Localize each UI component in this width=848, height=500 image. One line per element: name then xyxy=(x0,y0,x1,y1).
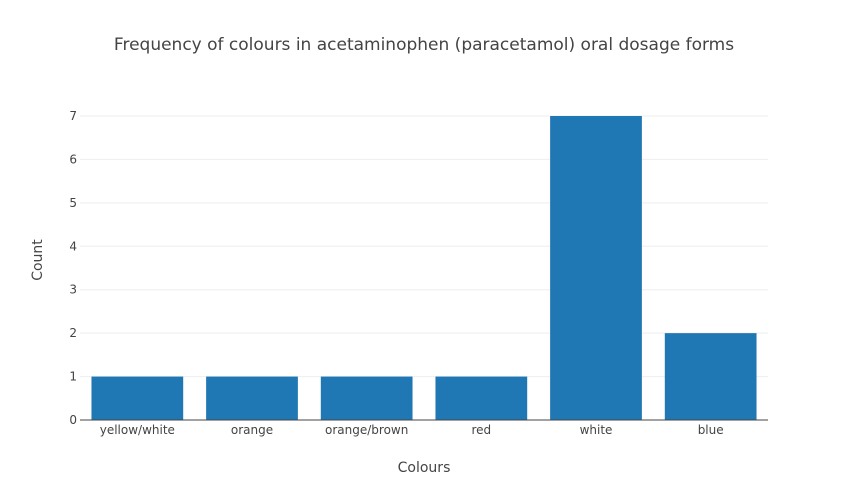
x-tick-label: yellow/white xyxy=(100,423,175,437)
y-tick-label: 1 xyxy=(69,370,77,384)
y-tick-label: 6 xyxy=(69,152,77,166)
bar-orange-brown[interactable] xyxy=(320,376,413,420)
x-tick-label: blue xyxy=(698,423,724,437)
bar-red[interactable] xyxy=(435,376,528,420)
y-tick-label: 4 xyxy=(69,239,77,253)
y-tick-label: 3 xyxy=(69,283,77,297)
x-tick-label: orange/brown xyxy=(325,423,408,437)
bars xyxy=(91,116,757,420)
y-tick-label: 7 xyxy=(69,109,77,123)
x-tick-label: red xyxy=(471,423,491,437)
bar-orange[interactable] xyxy=(206,376,298,420)
x-axis-title: Colours xyxy=(398,460,451,476)
bar-blue[interactable] xyxy=(664,333,757,420)
bar-white[interactable] xyxy=(550,116,642,420)
x-tick-label: white xyxy=(580,423,613,437)
y-tick-label: 0 xyxy=(69,413,77,427)
bar-yellow-white[interactable] xyxy=(91,376,184,420)
chart-title: Frequency of colours in acetaminophen (p… xyxy=(114,35,734,55)
y-tick-label: 2 xyxy=(69,326,77,340)
x-tick-labels: yellow/white orange orange/brown red white bl… xyxy=(100,423,724,437)
y-tick-labels: 0 1 2 3 4 5 6 7 xyxy=(69,109,77,427)
x-tick-label: orange xyxy=(231,423,273,437)
y-tick-label: 5 xyxy=(69,196,77,210)
y-grid xyxy=(80,115,768,378)
y-axis-title: Count xyxy=(30,239,46,281)
